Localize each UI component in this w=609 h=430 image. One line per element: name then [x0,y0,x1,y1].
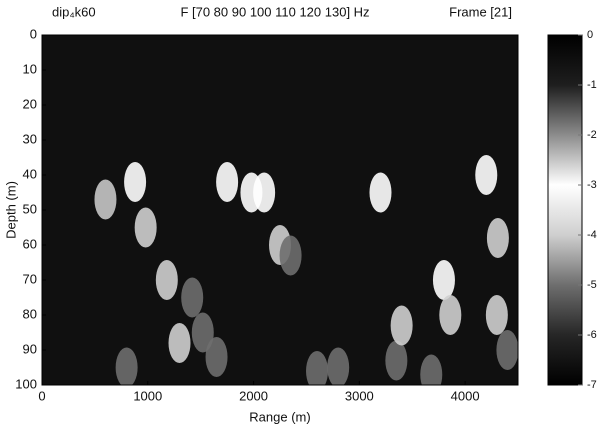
x-tick-label: 3000 [345,388,374,403]
x-tick-label: 1000 [133,388,162,403]
x-tick-label: 4000 [451,388,480,403]
blob [279,235,302,276]
y-tick-label: 40 [23,166,37,181]
colorbar-tick-label: -7 [587,379,597,391]
y-tick-label: 30 [23,131,37,146]
blob [168,323,191,363]
y-axis-label: Depth (m) [3,181,18,239]
colorbar-tick-label: -2 [587,129,597,141]
colorbar-tick-label: -4 [587,229,597,241]
y-tick-label: 0 [30,26,37,41]
blob [369,172,392,213]
plot-background [42,35,518,385]
blob [155,260,178,300]
colorbar-tick-label: 0 [587,29,593,41]
title-left: dip₄k60 [52,4,96,19]
blob [485,295,508,335]
blob [253,172,276,213]
x-tick-label: 2000 [239,388,268,403]
y-tick-label: 60 [23,236,37,251]
blob [496,330,518,370]
blob [124,162,147,202]
colorbar [547,34,583,386]
y-tick-label: 50 [23,201,37,216]
blob [115,347,138,385]
title-middle: F [70 80 90 100 110 120 130] Hz [180,4,369,19]
y-tick-label: 90 [23,341,37,356]
colorbar-tick-label: -5 [587,279,597,291]
blobs [94,155,518,385]
colorbar-tick-label: -3 [587,179,597,191]
blob [385,340,408,381]
blob [216,162,239,202]
y-tick-label: 100 [15,376,37,391]
blob [205,337,228,377]
blob [134,207,157,248]
blob [306,351,329,385]
y-tick-label: 20 [23,96,37,111]
blob [191,312,214,353]
blob [181,277,204,318]
blob [327,347,350,385]
blob [94,179,117,220]
blob [390,305,413,346]
blob [432,260,455,300]
blob [420,354,443,385]
blob [486,218,509,258]
colorbar-tick-label: -1 [587,79,597,91]
blob [439,295,462,335]
x-axis-label: Range (m) [249,409,310,424]
y-tick-label: 10 [23,61,37,76]
colorbar-tick-label: -6 [587,329,597,341]
blob [475,155,498,195]
x-tick-label: 0 [38,388,45,403]
y-tick-label: 70 [23,271,37,286]
title-right: Frame [21] [449,4,512,19]
y-tick-label: 80 [23,306,37,321]
